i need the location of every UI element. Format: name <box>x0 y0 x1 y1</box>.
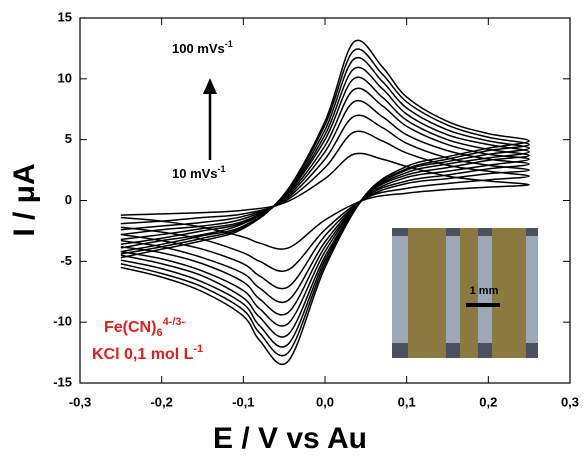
x-tick-label: 0,2 <box>479 394 497 409</box>
inset-photo: 1 mm <box>392 228 538 358</box>
x-axis-title: E / V vs Au <box>213 422 367 455</box>
y-tick-label: -15 <box>53 374 72 389</box>
annotation-text: Fe(CN) <box>104 319 156 336</box>
x-tick-label: -0,2 <box>150 394 172 409</box>
x-tick-label: 0,0 <box>316 394 334 409</box>
x-tick-label: -0,3 <box>69 394 91 409</box>
annotation: KCl 0,1 mol L-1 <box>92 343 203 363</box>
annotation: 10 mVs-1 <box>172 164 226 181</box>
annotation-sup: -1 <box>193 343 203 355</box>
y-tick-label: 15 <box>58 9 72 24</box>
electrode-finger <box>492 228 526 358</box>
annotation-sub: 6 <box>156 327 162 339</box>
y-tick-label: -10 <box>53 314 72 329</box>
x-tick-label: 0,1 <box>398 394 416 409</box>
annotation-sup: 4-/3- <box>163 316 186 328</box>
annotation-sup: -1 <box>225 39 233 49</box>
electrode-finger <box>408 228 446 358</box>
y-axis-title: I / μA <box>8 163 41 236</box>
y-tick-label: -5 <box>60 253 72 268</box>
annotation-sup: -1 <box>218 164 226 174</box>
arrow-head <box>203 78 217 94</box>
cv-curve <box>120 39 530 365</box>
x-tick-label: 0,3 <box>561 394 579 409</box>
y-tick-label: 0 <box>65 192 72 207</box>
electrode-finger <box>460 228 478 358</box>
scale-bar-label: 1 mm <box>470 285 499 297</box>
annotation: 100 mVs-1 <box>172 39 233 56</box>
annotation-text: 10 mVs <box>172 166 218 181</box>
annotation: Fe(CN)64-/3- <box>104 316 186 339</box>
annotation-text: 100 mVs <box>172 41 225 56</box>
y-tick-label: 5 <box>65 131 72 146</box>
annotation-text: KCl 0,1 mol L <box>92 346 194 363</box>
y-tick-label: 10 <box>58 70 72 85</box>
x-tick-label: -0,1 <box>232 394 254 409</box>
